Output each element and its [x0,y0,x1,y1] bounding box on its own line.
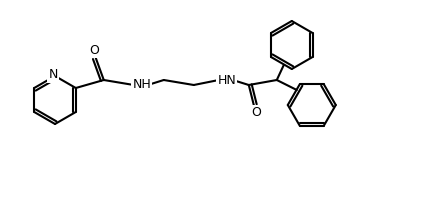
Text: O: O [251,106,261,120]
Text: HN: HN [218,73,236,87]
Text: N: N [48,68,58,82]
Text: O: O [89,43,99,57]
Text: NH: NH [132,78,151,92]
